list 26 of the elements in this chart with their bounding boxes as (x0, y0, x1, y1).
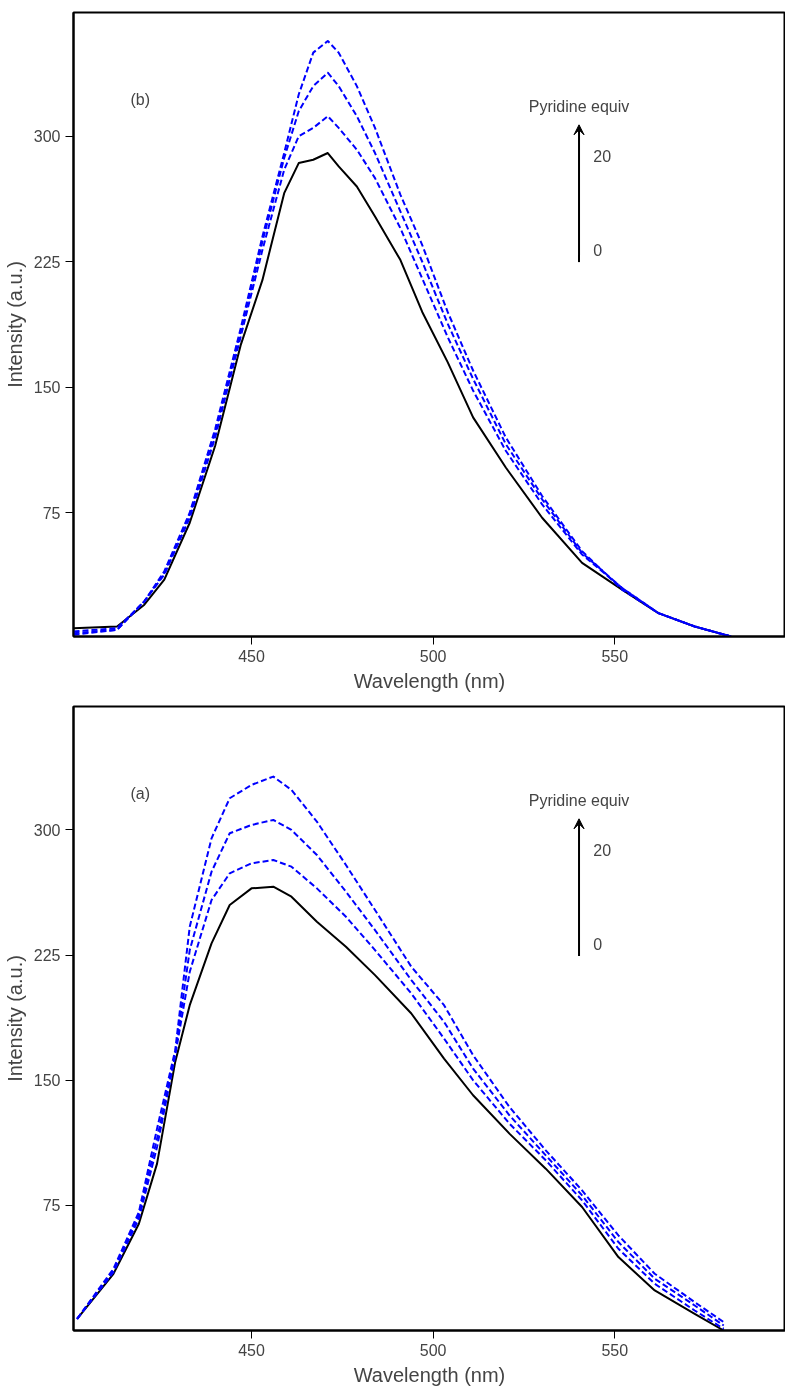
x-tick-label: 550 (601, 647, 629, 665)
y-tick-label: 75 (42, 1197, 61, 1215)
annotation: (a) (130, 785, 151, 803)
x-tick-label: 450 (238, 1341, 265, 1359)
x-tick-label: 450 (238, 647, 265, 665)
x-axis-title: Wavelength (nm) (353, 1363, 506, 1386)
y-axis-title: Intensity (a.u.) (3, 261, 26, 388)
x-axis-title: Wavelength (nm) (353, 669, 506, 692)
y-tick-label: 150 (33, 379, 61, 397)
annotation: 0 (593, 935, 603, 953)
annotation: (b) (130, 91, 151, 109)
y-tick-label: 150 (33, 1072, 61, 1090)
x-tick-label: 550 (601, 1341, 629, 1359)
y-tick-label: 225 (33, 947, 61, 965)
x-tick-label: 500 (419, 1341, 447, 1359)
annotation: Pyridine equiv (528, 97, 630, 115)
annotation: 0 (593, 241, 603, 259)
y-axis-title: Intensity (a.u.) (3, 955, 26, 1082)
y-tick-label: 75 (42, 504, 61, 522)
y-tick-label: 300 (33, 128, 61, 146)
annotation: 20 (593, 842, 612, 860)
annotation: Pyridine equiv (528, 791, 630, 809)
y-tick-label: 300 (33, 821, 61, 839)
y-tick-label: 225 (33, 253, 61, 271)
x-tick-label: 500 (419, 647, 447, 665)
annotation: 20 (593, 148, 612, 166)
